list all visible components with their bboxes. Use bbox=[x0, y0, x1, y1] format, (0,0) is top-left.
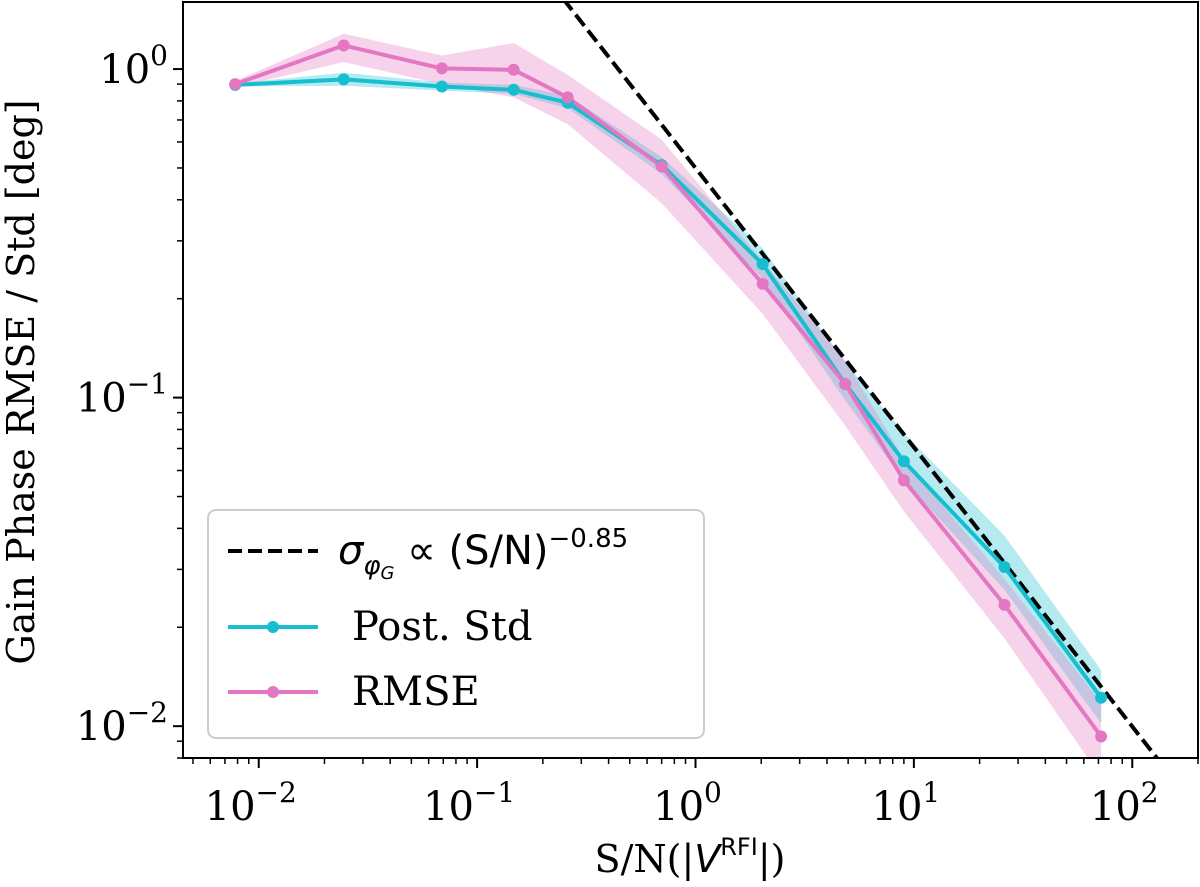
point-rmse bbox=[507, 63, 520, 76]
legend-rmse-marker bbox=[267, 686, 279, 698]
point-post-std bbox=[435, 80, 448, 93]
y-tick-label: 100 bbox=[99, 39, 168, 93]
reference-line bbox=[563, 2, 1160, 758]
point-rmse bbox=[337, 39, 350, 52]
x-tick-label: 10−1 bbox=[423, 776, 515, 830]
x-tick-label: 10−2 bbox=[205, 776, 297, 830]
point-rmse bbox=[756, 277, 769, 290]
y-axis-label: Gain Phase RMSE / Std [deg] bbox=[0, 99, 43, 664]
point-post-std bbox=[1095, 691, 1108, 704]
point-post-std bbox=[337, 73, 350, 86]
x-axis-ticks: 10−2 10−1 100 101 102 bbox=[192, 758, 1199, 830]
legend-ref-sub: φ bbox=[363, 551, 380, 581]
legend-post-std-marker bbox=[267, 621, 279, 633]
point-rmse bbox=[839, 378, 852, 391]
x-tick-label: 102 bbox=[1090, 776, 1159, 830]
point-post-std bbox=[507, 83, 520, 96]
point-rmse bbox=[435, 62, 448, 75]
point-rmse bbox=[229, 78, 242, 91]
x-axis-label-pre: S/N(| bbox=[595, 837, 695, 881]
legend-ref-exp: −0.85 bbox=[548, 524, 628, 554]
point-post-std bbox=[998, 561, 1011, 574]
x-axis-label-v: V bbox=[694, 837, 723, 881]
legend-reference-label: σφG ∝ (S/N)−0.85 bbox=[338, 524, 628, 584]
reference-line-layer bbox=[563, 2, 1160, 758]
legend-ref-sigma: σ bbox=[338, 528, 365, 574]
band-rmse bbox=[235, 33, 1102, 758]
y-tick-label: 10−1 bbox=[76, 368, 168, 422]
point-post-std bbox=[756, 258, 769, 271]
legend-ref-rest: ∝ (S/N) bbox=[394, 528, 548, 574]
legend-box bbox=[207, 509, 705, 739]
x-axis-label: S/N(|VRFI|) bbox=[595, 833, 786, 881]
x-axis-label-sup: RFI bbox=[720, 833, 758, 861]
legend: σφG ∝ (S/N)−0.85 Post. Std RMSE bbox=[207, 509, 705, 739]
y-axis-ticks: 10−2 10−1 100 bbox=[76, 39, 183, 759]
legend-rmse-label: RMSE bbox=[352, 669, 480, 715]
point-rmse bbox=[655, 160, 668, 173]
plot-frame bbox=[182, 1, 1199, 759]
x-tick-label: 100 bbox=[653, 776, 722, 830]
y-tick-label: 10−2 bbox=[76, 696, 168, 750]
series-points bbox=[229, 39, 1108, 743]
point-rmse bbox=[561, 91, 574, 104]
confidence-bands bbox=[235, 33, 1102, 758]
point-rmse bbox=[897, 474, 910, 487]
point-rmse bbox=[1095, 730, 1108, 743]
x-axis-label-post: |) bbox=[758, 837, 786, 881]
point-post-std bbox=[897, 455, 910, 468]
legend-post-std-label: Post. Std bbox=[352, 604, 533, 650]
point-rmse bbox=[998, 598, 1011, 611]
x-tick-label: 101 bbox=[872, 776, 941, 830]
legend-ref-subsub: G bbox=[381, 563, 395, 584]
